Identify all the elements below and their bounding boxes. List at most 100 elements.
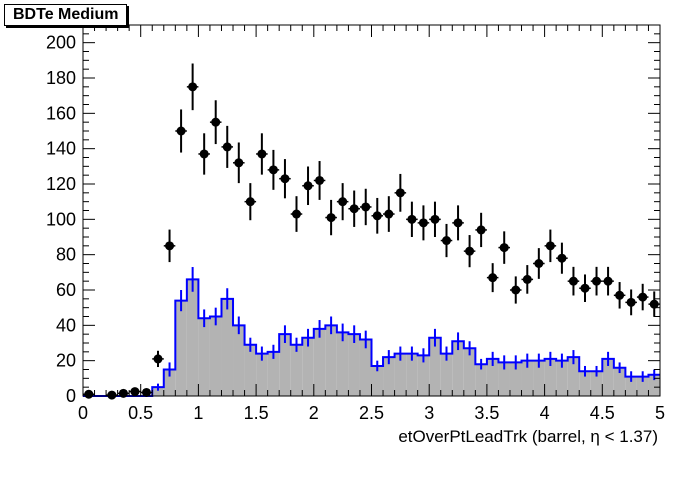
data-point	[407, 214, 417, 224]
histogram-bar	[556, 360, 568, 396]
data-point	[326, 213, 336, 223]
data-point	[418, 218, 428, 228]
data-point	[626, 297, 636, 307]
histogram-bar	[498, 362, 510, 396]
histogram-bar	[636, 376, 649, 396]
histogram-bar	[221, 298, 234, 396]
data-point	[453, 218, 463, 228]
histogram-bar	[152, 387, 164, 396]
data-point	[303, 181, 313, 191]
data-point	[268, 165, 278, 175]
y-tick-label: 140	[46, 139, 76, 159]
y-tick-label: 160	[46, 103, 76, 123]
data-point	[603, 276, 613, 286]
histogram-bar	[486, 358, 499, 396]
histogram-bar	[440, 353, 453, 396]
y-tick-label: 80	[56, 245, 76, 265]
histogram-bar	[579, 371, 591, 396]
x-tick-label: 4	[540, 403, 550, 423]
data-point	[372, 211, 382, 221]
data-point	[592, 276, 602, 286]
data-point	[384, 209, 394, 219]
y-tick-label: 20	[56, 351, 76, 371]
data-point	[545, 241, 555, 251]
histogram-bar	[452, 341, 464, 396]
histogram-bar	[244, 344, 257, 396]
y-tick-label: 120	[46, 174, 76, 194]
histogram-bar	[533, 360, 545, 396]
histogram-bar	[521, 360, 534, 396]
histogram-bar	[509, 362, 522, 396]
histogram-bar	[233, 325, 245, 396]
histogram-bar	[417, 355, 430, 396]
data-point	[165, 241, 175, 251]
data-point	[649, 299, 659, 309]
y-tick-label: 180	[46, 68, 76, 88]
histogram-outline	[83, 278, 660, 397]
x-tick-label: 0.5	[128, 403, 153, 423]
histogram-bar	[279, 334, 291, 396]
data-point	[291, 209, 301, 219]
data-point	[534, 259, 544, 268]
data-point	[580, 283, 590, 293]
histogram-bar	[290, 344, 303, 396]
data-point	[430, 214, 440, 224]
data-point	[222, 142, 232, 152]
data-point	[465, 246, 475, 256]
histogram-bar	[406, 353, 418, 396]
y-tick-label: 60	[56, 280, 76, 300]
histogram-bar	[648, 374, 660, 396]
data-point	[338, 197, 348, 207]
x-tick-label: 5	[655, 403, 665, 423]
histogram-bar	[544, 358, 557, 396]
histogram-bar	[325, 325, 337, 396]
data-point	[199, 149, 209, 159]
data-point	[234, 158, 244, 168]
data-point	[511, 285, 521, 295]
histogram-bar	[256, 353, 268, 396]
data-point	[245, 197, 255, 207]
data-point	[476, 225, 486, 235]
data-point	[211, 117, 221, 127]
x-tick-label: 2.5	[359, 403, 384, 423]
data-point	[615, 290, 625, 300]
x-tick-label: 3.5	[474, 403, 499, 423]
y-tick-label: 0	[66, 386, 76, 406]
histogram-bar	[186, 279, 199, 396]
histogram-bar	[394, 353, 407, 396]
data-point	[153, 354, 163, 364]
x-tick-label: 1	[193, 403, 203, 423]
data-point	[361, 202, 371, 212]
data-point	[176, 126, 186, 136]
histogram-bar	[359, 339, 372, 396]
histogram-bar	[602, 358, 614, 396]
data-point	[107, 390, 117, 400]
data-point	[315, 175, 325, 185]
histogram-bar	[198, 318, 210, 396]
histogram-bar	[175, 300, 187, 396]
data-point	[257, 149, 267, 159]
histogram-bar	[567, 357, 580, 396]
data-point	[395, 188, 405, 198]
data-point	[349, 204, 359, 214]
histogram-bar	[590, 371, 603, 396]
x-tick-label: 2	[309, 403, 319, 423]
histogram-bar	[475, 364, 487, 396]
data-point	[488, 273, 498, 283]
histogram-bar	[348, 334, 360, 396]
data-point	[442, 236, 452, 246]
data-point	[522, 274, 532, 284]
histogram-bar	[613, 367, 626, 396]
histogram-bar	[371, 365, 384, 396]
histogram-bar	[302, 337, 314, 396]
y-tick-label: 100	[46, 209, 76, 229]
histogram-bar	[463, 348, 476, 396]
y-tick-label: 200	[46, 33, 76, 53]
histogram-bar	[336, 332, 349, 396]
histogram-bar	[625, 376, 637, 396]
data-point	[568, 276, 578, 286]
x-axis-label: etOverPtLeadTrk (barrel, η < 1.37)	[398, 427, 658, 446]
histogram-bar	[163, 369, 176, 396]
